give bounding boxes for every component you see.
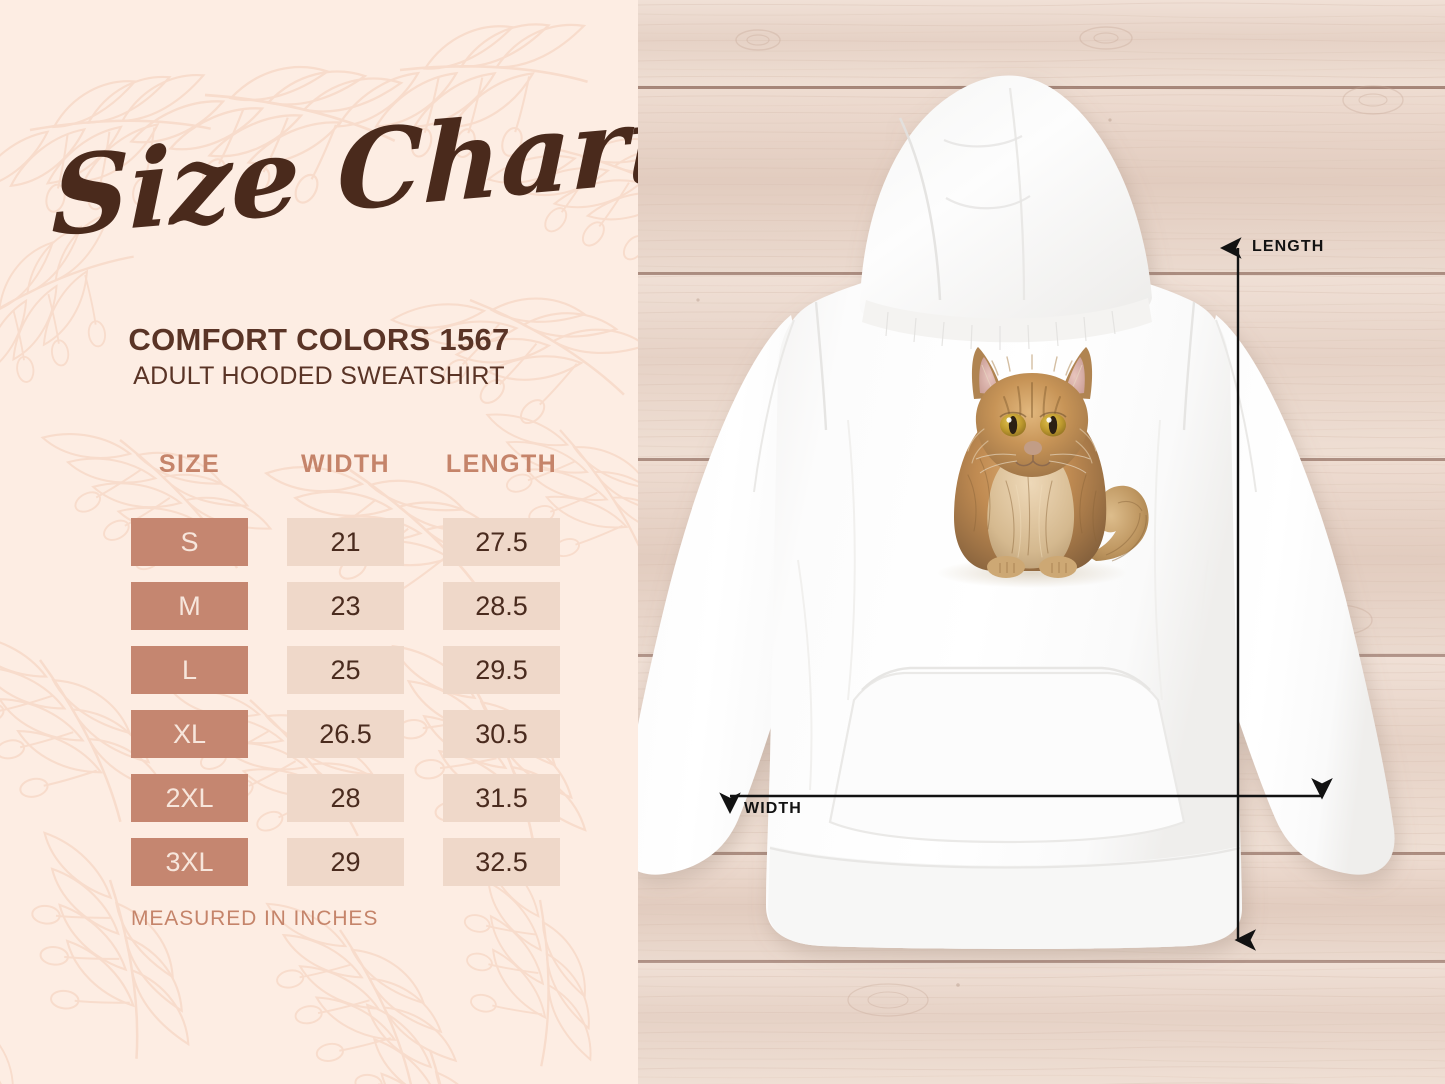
table-row: L <box>131 646 248 694</box>
table-cell-width: 25 <box>287 646 404 694</box>
table-row: S <box>131 518 248 566</box>
kitten-nose <box>1024 441 1042 455</box>
table-cell-length: 30.5 <box>443 710 560 758</box>
column-header-length: LENGTH <box>445 450 558 478</box>
size-table: SIZE WIDTH LENGTH S 21 27.5 M 23 28.5 L … <box>0 0 638 1084</box>
table-cell-length: 31.5 <box>443 774 560 822</box>
kitten-paws <box>987 556 1077 578</box>
table-row: 2XL <box>131 774 248 822</box>
kitten-eyes <box>999 411 1067 437</box>
column-header-size: SIZE <box>158 450 221 478</box>
table-cell-width: 26.5 <box>287 710 404 758</box>
hoodie-hood-band <box>862 298 1152 343</box>
table-cell-width: 21 <box>287 518 404 566</box>
table-row: M <box>131 582 248 630</box>
table-cell-length: 27.5 <box>443 518 560 566</box>
table-row: XL <box>131 710 248 758</box>
hoodie-hem-band <box>768 846 1242 949</box>
hoodie-pocket-top-seam <box>861 666 1151 691</box>
table-row: 3XL <box>131 838 248 886</box>
kitten-chest <box>987 447 1075 569</box>
table-cell-length: 29.5 <box>443 646 560 694</box>
hoodie-mockup <box>638 0 1445 1084</box>
measurement-overlay <box>638 0 1445 1084</box>
kitten-graphic <box>900 325 1175 595</box>
brand-model-line: COMFORT COLORS 1567 <box>128 322 510 357</box>
table-cell-length: 32.5 <box>443 838 560 886</box>
length-measurement-label: LENGTH <box>1252 238 1325 255</box>
width-measurement-label: WIDTH <box>744 800 802 817</box>
garment-type-line: ADULT HOODED SWEATSHIRT <box>133 362 505 390</box>
table-cell-length: 28.5 <box>443 582 560 630</box>
product-photo-panel: LENGTH WIDTH <box>638 0 1445 1084</box>
info-panel: Size Chart COMFORT COLORS 1567 ADULT HOO… <box>0 0 638 1084</box>
measurement-units-note: MEASURED IN INCHES <box>131 907 379 930</box>
column-header-width: WIDTH <box>301 450 390 478</box>
table-cell-width: 23 <box>287 582 404 630</box>
table-cell-width: 28 <box>287 774 404 822</box>
table-cell-width: 29 <box>287 838 404 886</box>
